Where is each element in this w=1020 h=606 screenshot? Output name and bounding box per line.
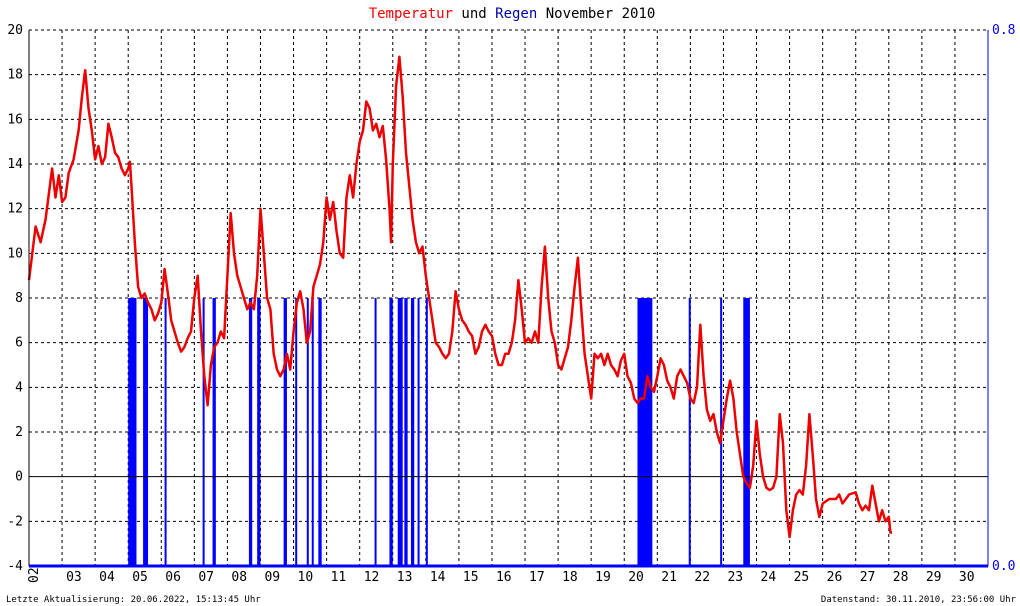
x-tick-label-11: 11 (331, 570, 347, 585)
footer-data-status: Datenstand: 30.11.2010, 23:56:00 Uhr (821, 595, 1017, 605)
rain-bar-16 (410, 298, 415, 566)
x-tick-label-03: 03 (66, 570, 82, 585)
rain-bar-3 (202, 298, 205, 566)
y-tick-label-11: 18 (7, 68, 23, 83)
rain-bar-22 (743, 298, 750, 566)
y-right-tick-label-1: 0.8 (992, 23, 1015, 38)
rain-bar-13 (389, 298, 393, 566)
x-tick-label-22: 22 (694, 570, 710, 585)
rain-bar-18 (425, 298, 428, 566)
y-tick-label-5: 6 (15, 336, 23, 351)
rain-bar-17 (417, 298, 420, 566)
x-tick-label-27: 27 (860, 570, 876, 585)
rain-bar-0 (128, 298, 137, 566)
y-tick-label-7: 10 (7, 246, 23, 261)
x-tick-label-09: 09 (264, 570, 280, 585)
rain-bar-2 (164, 298, 167, 566)
x-tick-label-12: 12 (364, 570, 380, 585)
rain-bar-4 (212, 298, 216, 566)
x-tick-label-21: 21 (661, 570, 677, 585)
axes (28, 30, 989, 568)
y-right-tick-label-0: 0.0 (992, 559, 1015, 574)
x-tick-label-04: 04 (99, 570, 115, 585)
rain-bar-20 (688, 298, 691, 566)
title-part-0: Temperatur (369, 6, 453, 22)
x-tick-label-14: 14 (430, 570, 446, 585)
title-part-3: November 2010 (537, 6, 655, 22)
rain-bar-10 (311, 298, 314, 566)
x-tick-label-24: 24 (761, 570, 777, 585)
rain-bar-6 (257, 298, 261, 566)
x-tick-label-first: 02 (27, 567, 42, 583)
x-tick-label-13: 13 (397, 570, 413, 585)
x-tick-label-08: 08 (231, 570, 247, 585)
chart-title: Temperatur und Regen November 2010 (369, 6, 656, 22)
x-tick-label-15: 15 (463, 570, 479, 585)
y-tick-label-4: 4 (15, 380, 23, 395)
y-tick-label-3: 2 (15, 425, 23, 440)
rain-bar-12 (374, 298, 377, 566)
y-tick-label-10: 16 (7, 112, 23, 127)
x-tick-label-28: 28 (893, 570, 909, 585)
x-tick-label-30: 30 (959, 570, 975, 585)
footer-last-update: Letzte Aktualisierung: 20.06.2022, 15:13… (6, 595, 261, 605)
rain-bar-19 (637, 298, 653, 566)
x-tick-label-23: 23 (727, 570, 743, 585)
x-tick-label-05: 05 (132, 570, 148, 585)
y-tick-label-12: 20 (7, 23, 23, 38)
x-tick-label-16: 16 (496, 570, 512, 585)
x-tick-label-25: 25 (794, 570, 810, 585)
y-tick-label-6: 8 (15, 291, 23, 306)
x-tick-label-19: 19 (595, 570, 611, 585)
y-axis-left-labels: -4 -2 0 2 4 6 8 10 12 14 16 18 20 (7, 23, 23, 574)
rain-bar-11 (318, 298, 322, 566)
rain-bar-9 (306, 298, 309, 566)
x-axis-labels: 02 03 04 05 06 07 08 09 10 11 12 13 14 15 16 17 18 19 20 21… (27, 567, 975, 585)
rain-bar-15 (404, 298, 408, 566)
y-tick-label-8: 12 (7, 202, 23, 217)
x-tick-label-06: 06 (165, 570, 181, 585)
x-tick-label-17: 17 (529, 570, 545, 585)
x-tick-label-18: 18 (562, 570, 578, 585)
x-tick-label-10: 10 (298, 570, 314, 585)
x-tick-label-07: 07 (198, 570, 214, 585)
rain-bar-7 (283, 298, 287, 566)
rain-bar-14 (397, 298, 403, 566)
y-tick-label-2: 0 (15, 470, 23, 485)
y-axis-right-labels: 0.0 0.8 (992, 23, 1015, 574)
x-tick-label-20: 20 (628, 570, 644, 585)
rain-bar-5 (248, 298, 253, 566)
grid-lines (29, 29, 989, 566)
y-tick-label-1: -2 (7, 514, 23, 529)
y-tick-label-9: 14 (7, 157, 23, 172)
title-part-1: und (453, 6, 495, 22)
rain-bar-8 (295, 298, 298, 566)
rain-bar-1 (143, 298, 149, 566)
y-tick-label-0: -4 (7, 559, 23, 574)
x-tick-label-26: 26 (827, 570, 843, 585)
x-tick-label-29: 29 (926, 570, 942, 585)
title-part-2: Regen (495, 6, 537, 22)
temperature-series-line (27, 55, 893, 539)
